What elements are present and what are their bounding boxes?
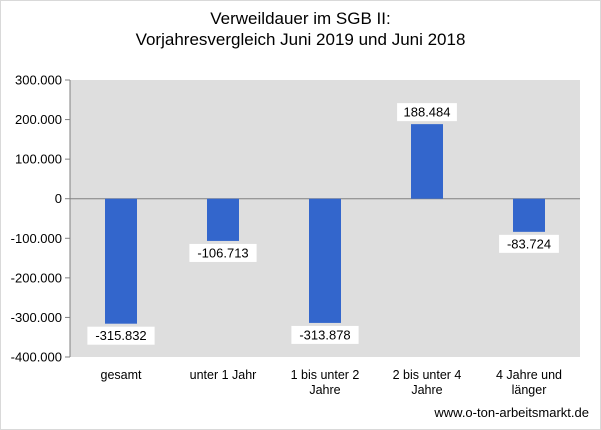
x-tick-label: Jahre: [411, 383, 442, 397]
y-tick-label: 100.000: [15, 152, 62, 167]
data-label-box: [189, 243, 257, 262]
data-label-box: [397, 103, 457, 122]
data-label-box: [499, 234, 559, 253]
y-tick-label: -100.000: [11, 231, 62, 246]
x-tick-label: Jahre: [309, 383, 340, 397]
y-tick-label: 300.000: [15, 73, 62, 88]
y-tick-label: -200.000: [11, 270, 62, 285]
x-tick-label: 4 Jahre und: [496, 368, 562, 382]
bar: [513, 198, 545, 232]
x-tick-label: 2 bis unter 4: [393, 368, 462, 382]
y-tick-label: 0: [55, 191, 62, 206]
source-url: www.o-ton-arbeitsmarkt.de: [434, 405, 589, 420]
x-tick-label: gesamt: [101, 368, 143, 382]
data-label-box: [291, 325, 359, 344]
chart-title-line-2: Vorjahresvergleich Juni 2019 und Juni 20…: [135, 30, 466, 49]
y-tick-label: 200.000: [15, 112, 62, 127]
bar: [309, 198, 341, 323]
data-label: -313.878: [299, 327, 350, 342]
bar: [207, 198, 239, 241]
bar: [411, 124, 443, 199]
y-tick-label: -300.000: [11, 310, 62, 325]
data-label: 188.484: [404, 105, 451, 120]
data-label: -315.832: [95, 328, 146, 343]
chart-title-line-1: Verweildauer im SGB II:: [210, 9, 391, 28]
data-label-box: [87, 326, 155, 345]
x-tick-label: 1 bis unter 2: [291, 368, 360, 382]
bar: [105, 198, 137, 324]
data-label: -83.724: [507, 236, 551, 251]
x-tick-label: unter 1 Jahr: [190, 368, 257, 382]
data-label: -106.713: [197, 245, 248, 260]
chart-title: Verweildauer im SGB II: Vorjahresverglei…: [0, 8, 601, 50]
y-tick-label: -400.000: [11, 350, 62, 365]
x-tick-label: länger: [512, 383, 547, 397]
